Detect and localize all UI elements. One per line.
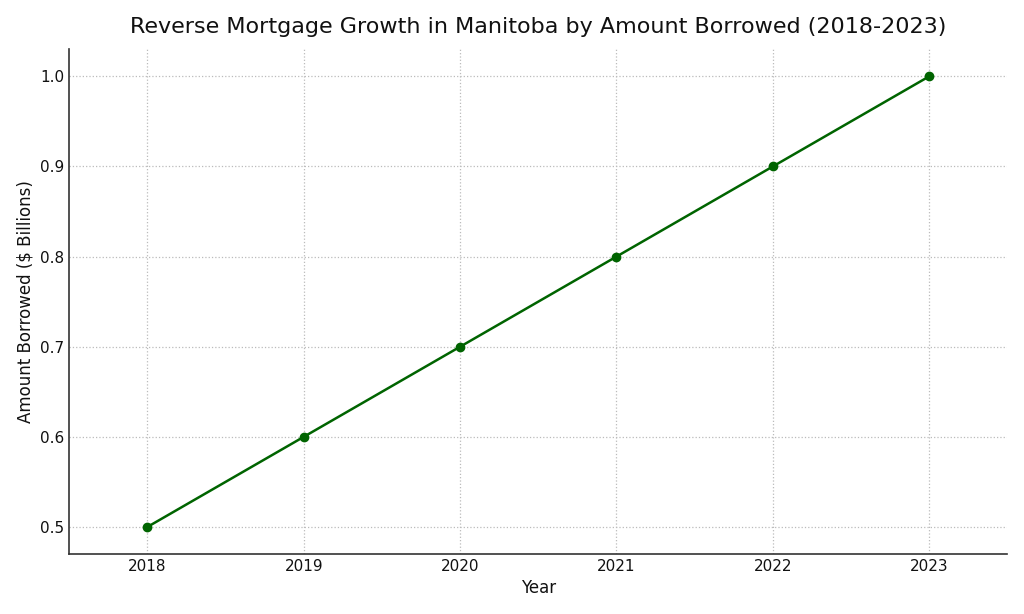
Title: Reverse Mortgage Growth in Manitoba by Amount Borrowed (2018-2023): Reverse Mortgage Growth in Manitoba by A… bbox=[130, 17, 946, 37]
Y-axis label: Amount Borrowed ($ Billions): Amount Borrowed ($ Billions) bbox=[16, 180, 35, 423]
X-axis label: Year: Year bbox=[521, 580, 556, 597]
